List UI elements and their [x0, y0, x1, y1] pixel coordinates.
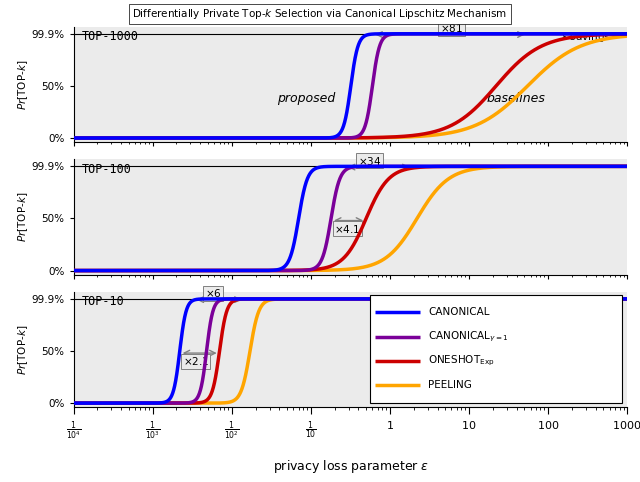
Bar	[370, 295, 621, 402]
Text: $\varepsilon$ savings: $\varepsilon$ savings	[561, 30, 611, 44]
Y-axis label: $Pr$[TOP-$k$]: $Pr$[TOP-$k$]	[16, 192, 30, 242]
Text: privacy loss parameter $\varepsilon$: privacy loss parameter $\varepsilon$	[273, 458, 429, 475]
Text: TOP-100: TOP-100	[82, 162, 132, 175]
Text: proposed: proposed	[277, 92, 335, 105]
Text: $\times 81$: $\times 81$	[440, 22, 463, 34]
Y-axis label: $Pr$[TOP-$k$]: $Pr$[TOP-$k$]	[16, 59, 30, 109]
Text: Differentially Private Top-$k$ Selection via Canonical Lipschitz Mechanism: Differentially Private Top-$k$ Selection…	[132, 7, 508, 21]
Y-axis label: $Pr$[TOP-$k$]: $Pr$[TOP-$k$]	[16, 324, 30, 375]
Text: $\times 34$: $\times 34$	[358, 155, 381, 167]
Text: $\times 4.1$: $\times 4.1$	[334, 223, 360, 235]
Text: CANONICAL: CANONICAL	[428, 308, 490, 318]
Text: ONESHOT$_{\mathrm{Exp}}$: ONESHOT$_{\mathrm{Exp}}$	[428, 354, 495, 368]
Text: baselines: baselines	[487, 92, 546, 105]
Text: $\times 6$: $\times 6$	[205, 287, 221, 299]
Text: TOP-10: TOP-10	[82, 295, 125, 308]
Text: $\times 2.1$: $\times 2.1$	[182, 355, 209, 367]
Text: PEELING: PEELING	[428, 380, 472, 390]
Text: TOP-1000: TOP-1000	[82, 30, 139, 43]
Text: CANONICAL$_{\gamma=1}$: CANONICAL$_{\gamma=1}$	[428, 330, 508, 344]
